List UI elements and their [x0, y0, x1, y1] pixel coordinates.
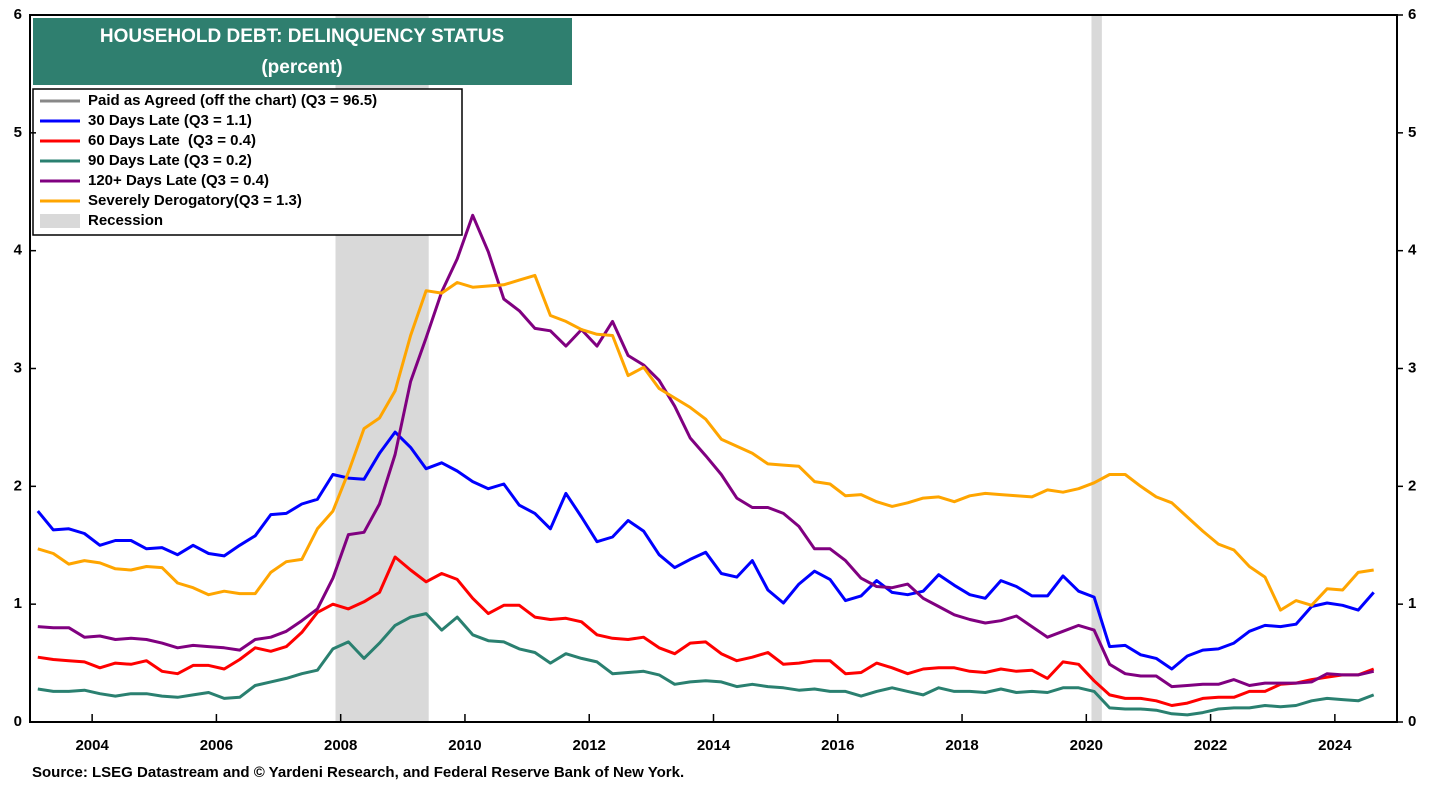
x-tick-label: 2018 — [945, 737, 978, 754]
y2-tick-label: 3 — [1408, 359, 1416, 376]
x-tick-label: 2022 — [1194, 737, 1227, 754]
source-note: Source: LSEG Datastream and © Yardeni Re… — [32, 764, 684, 781]
y2-tick-label: 1 — [1408, 595, 1416, 612]
x-tick-label: 2016 — [821, 737, 854, 754]
legend-label: 90 Days Late (Q3 = 0.2) — [88, 152, 252, 169]
y-tick-label: 5 — [14, 124, 22, 141]
y-tick-label: 2 — [14, 477, 22, 494]
y2-tick-label: 2 — [1408, 477, 1416, 494]
y-tick-label: 1 — [14, 595, 22, 612]
x-tick-label: 2012 — [573, 737, 606, 754]
x-tick-label: 2020 — [1070, 737, 1103, 754]
recession-band — [1091, 15, 1102, 722]
title-box — [33, 18, 572, 85]
legend-label: Severely Derogatory(Q3 = 1.3) — [88, 192, 302, 209]
y2-tick-label: 6 — [1408, 6, 1416, 23]
chart-subtitle: (percent) — [261, 57, 342, 78]
y-tick-label: 4 — [14, 242, 23, 259]
legend-box — [32, 88, 463, 236]
legend: Paid as Agreed (off the chart) (Q3 = 96.… — [40, 92, 377, 229]
series-layer — [36, 213, 1375, 717]
legend-label: 60 Days Late (Q3 = 0.4) — [88, 132, 256, 149]
legend-label: 30 Days Late (Q3 = 1.1) — [88, 112, 252, 129]
x-tick-label: 2010 — [448, 737, 481, 754]
legend-label: Paid as Agreed (off the chart) (Q3 = 96.… — [88, 92, 377, 109]
x-tick-label: 2004 — [75, 737, 109, 754]
series-line — [37, 213, 1375, 689]
x-tick-label: 2024 — [1318, 737, 1352, 754]
legend-label: 120+ Days Late (Q3 = 0.4) — [88, 172, 269, 189]
series-line — [37, 273, 1374, 612]
chart-title: HOUSEHOLD DEBT: DELINQUENCY STATUS — [100, 26, 504, 47]
x-tick-label: 2006 — [200, 737, 233, 754]
x-tick-label: 2014 — [697, 737, 731, 754]
legend-label: Recession — [88, 212, 163, 229]
y2-tick-label: 4 — [1408, 242, 1417, 259]
x-tick-label: 2008 — [324, 737, 357, 754]
series-line — [37, 555, 1375, 707]
axes: 0 0 1 1 2 2 3 3 4 4 5 5 6 6 2004 2006 2008 2010 2012 2014 20… — [14, 6, 1417, 754]
series-line — [37, 612, 1375, 717]
y-tick-label: 6 — [14, 6, 22, 23]
y2-tick-label: 5 — [1408, 124, 1416, 141]
y2-tick-label: 0 — [1408, 713, 1416, 730]
y-tick-label: 3 — [14, 359, 22, 376]
legend-swatch — [40, 214, 80, 228]
y-tick-label: 0 — [14, 713, 22, 730]
series-line — [36, 430, 1375, 671]
